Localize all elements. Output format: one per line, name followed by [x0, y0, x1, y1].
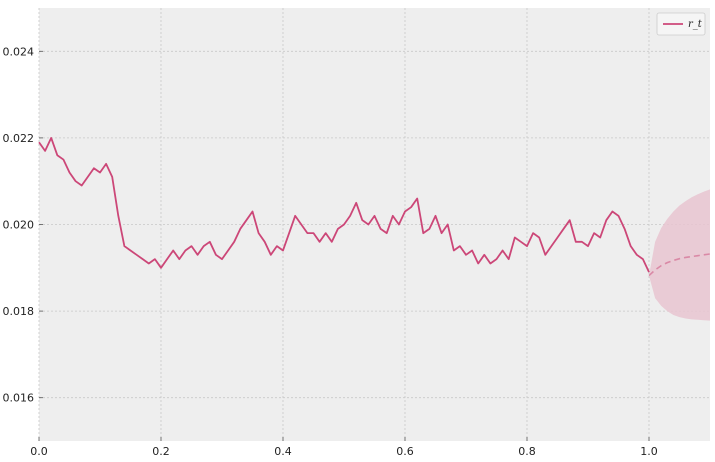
plot-background — [39, 8, 710, 441]
legend-label: r_t — [688, 19, 703, 30]
y-tick-label-0: 0.016 — [3, 392, 35, 405]
grid-lines — [38, 8, 710, 441]
forecast-mean-line — [648, 253, 711, 277]
legend: r_t — [656, 12, 706, 36]
x-tick-label-4: 0.8 — [518, 445, 536, 458]
x-tick-label-2: 0.4 — [274, 445, 292, 458]
plot-area: 0.0 0.2 0.4 0.6 0.8 1.0 0.0160.0180.0200.0220… — [3, 8, 711, 458]
x-axis-ticks: 0.0 0.2 0.4 0.6 0.8 1.0 — [30, 437, 658, 458]
forecast-band — [649, 189, 710, 321]
y-tick-label-3: 0.022 — [3, 132, 35, 145]
y-tick-label-2: 0.020 — [3, 219, 35, 232]
x-tick-label-5: 1.0 — [640, 445, 658, 458]
series-line-r-t — [38, 137, 650, 273]
y-tick-label-1: 0.018 — [3, 305, 35, 318]
x-tick-label-0: 0.0 — [30, 445, 48, 458]
y-axis-ticks: 0.016 0.018 0.020 0.022 0.024 — [3, 45, 43, 405]
x-tick-label-3: 0.6 — [396, 445, 414, 458]
y-tick-label-4: 0.024 — [3, 45, 35, 58]
x-tick-label-1: 0.2 — [152, 445, 170, 458]
